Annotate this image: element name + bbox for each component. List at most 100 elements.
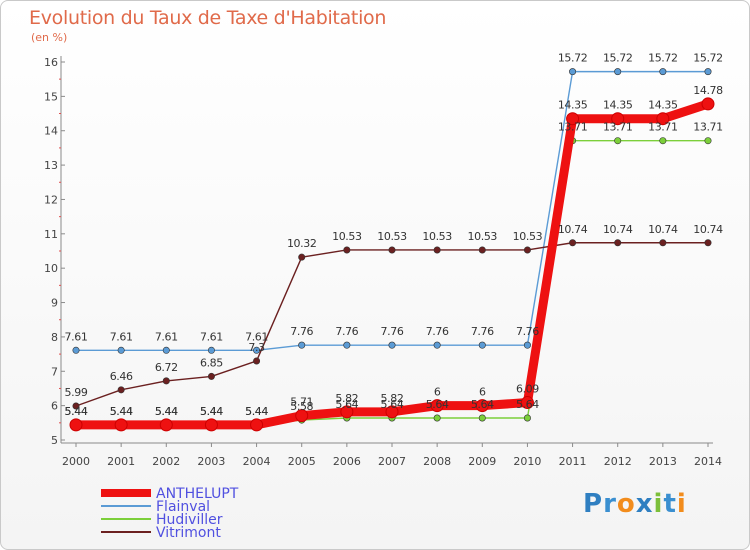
x-tick-label: 2013 (649, 455, 677, 468)
data-point-vitrimont (343, 246, 351, 254)
y-tick-label: 10 (44, 262, 58, 275)
data-label-hudiviller: 5.44 (155, 405, 178, 418)
data-label-anthelupt: 5.82 (381, 392, 404, 405)
data-point-anthelupt (250, 418, 264, 432)
data-label-vitrimont: 10.74 (648, 223, 678, 236)
data-label-anthelupt: 6 (434, 386, 441, 399)
data-label-hudiviller: 5.64 (335, 398, 358, 411)
data-label-anthelupt: 6.09 (516, 383, 539, 396)
logo-letter: o (616, 489, 636, 519)
x-tick-label: 2012 (604, 455, 632, 468)
data-point-flainval (478, 341, 486, 349)
data-label-flainval: 7.61 (200, 330, 223, 343)
y-tick-label: 8 (51, 331, 58, 344)
data-point-flainval (659, 68, 667, 76)
data-point-vitrimont (433, 246, 441, 254)
data-point-hudiviller (659, 137, 667, 145)
x-tick-label: 2008 (423, 455, 451, 468)
data-point-anthelupt (701, 97, 715, 111)
x-tick-label: 2003 (197, 455, 225, 468)
data-label-flainval: 7.76 (426, 325, 449, 338)
data-label-flainval: 7.61 (65, 330, 88, 343)
data-point-hudiviller (523, 414, 531, 422)
data-label-anthelupt: 6 (479, 386, 486, 399)
data-label-flainval: 7.76 (471, 325, 494, 338)
data-label-hudiviller: 5.64 (426, 398, 449, 411)
data-label-vitrimont: 10.74 (603, 223, 633, 236)
data-point-anthelupt (159, 418, 173, 432)
data-point-flainval (433, 341, 441, 349)
data-label-vitrimont: 10.53 (468, 230, 498, 243)
data-label-flainval: 7.61 (155, 330, 178, 343)
data-point-vitrimont (569, 239, 577, 247)
data-label-vitrimont: 10.74 (558, 223, 588, 236)
data-label-anthelupt: 5.82 (335, 392, 358, 405)
x-tick-label: 2010 (513, 455, 541, 468)
data-label-hudiviller: 5.58 (290, 400, 313, 413)
data-point-anthelupt (430, 399, 444, 413)
data-point-vitrimont (72, 402, 80, 410)
data-point-vitrimont (478, 246, 486, 254)
data-label-anthelupt: 5.71 (290, 396, 313, 409)
data-point-anthelupt (656, 112, 670, 126)
data-label-flainval: 15.72 (558, 52, 588, 65)
data-label-flainval: 15.72 (648, 52, 678, 65)
data-point-vitrimont (207, 372, 215, 380)
data-label-vitrimont: 6.46 (110, 370, 133, 383)
logo-letter: i (653, 489, 664, 519)
data-label-anthelupt: 5.44 (155, 405, 178, 418)
proxiti-logo: Proxiti (583, 489, 687, 519)
data-label-hudiviller: 5.44 (110, 405, 133, 418)
y-tick-label: 13 (44, 159, 58, 172)
legend-label-flainval: Flainval (156, 499, 210, 515)
data-point-flainval (704, 68, 712, 76)
data-label-hudiviller: 5.44 (65, 405, 88, 418)
logo-letter: t (663, 489, 677, 519)
logo-letter: i (676, 489, 687, 519)
legend-label-anthelupt: ANTHELUPT (156, 486, 239, 502)
x-tick-label: 2009 (468, 455, 496, 468)
data-label-vitrimont: 10.53 (332, 230, 362, 243)
data-label-anthelupt: 14.35 (558, 99, 588, 112)
data-point-anthelupt (475, 399, 489, 413)
data-label-anthelupt: 5.44 (65, 405, 88, 418)
x-tick-label: 2011 (559, 455, 587, 468)
data-label-vitrimont: 10.53 (377, 230, 407, 243)
data-label-hudiviller: 5.44 (245, 405, 268, 418)
data-point-vitrimont (162, 377, 170, 385)
data-point-vitrimont (298, 253, 306, 261)
data-point-vitrimont (659, 239, 667, 247)
data-point-anthelupt (114, 418, 128, 432)
data-label-hudiviller: 5.64 (471, 398, 494, 411)
data-point-flainval (614, 68, 622, 76)
data-label-hudiviller: 5.44 (200, 405, 223, 418)
y-tick-label: 7 (51, 365, 58, 378)
data-label-flainval: 7.76 (335, 325, 358, 338)
data-label-flainval: 15.72 (603, 52, 633, 65)
data-label-hudiviller: 13.71 (603, 121, 633, 134)
data-label-flainval: 7.61 (245, 330, 268, 343)
data-point-hudiviller (704, 137, 712, 145)
data-label-anthelupt: 5.44 (110, 405, 133, 418)
data-point-anthelupt (69, 418, 83, 432)
y-tick-label: 6 (51, 400, 58, 413)
series-line-hudiviller (76, 139, 708, 426)
logo-letter: x (635, 489, 654, 519)
data-point-anthelupt (340, 405, 354, 419)
data-point-flainval (162, 346, 170, 354)
data-point-anthelupt (520, 396, 534, 410)
data-label-hudiviller: 13.71 (558, 121, 588, 134)
data-point-vitrimont (523, 246, 531, 254)
y-tick-label: 9 (51, 297, 58, 310)
x-tick-label: 2007 (378, 455, 406, 468)
data-label-hudiviller: 5.64 (381, 398, 404, 411)
data-label-vitrimont: 5.99 (65, 386, 88, 399)
data-point-vitrimont (388, 246, 396, 254)
data-point-hudiviller (614, 137, 622, 145)
logo-letter: r (603, 489, 617, 519)
data-label-anthelupt: 5.44 (200, 405, 223, 418)
data-point-vitrimont (704, 239, 712, 247)
data-label-flainval: 7.61 (110, 330, 133, 343)
data-label-hudiviller: 13.71 (693, 121, 723, 134)
